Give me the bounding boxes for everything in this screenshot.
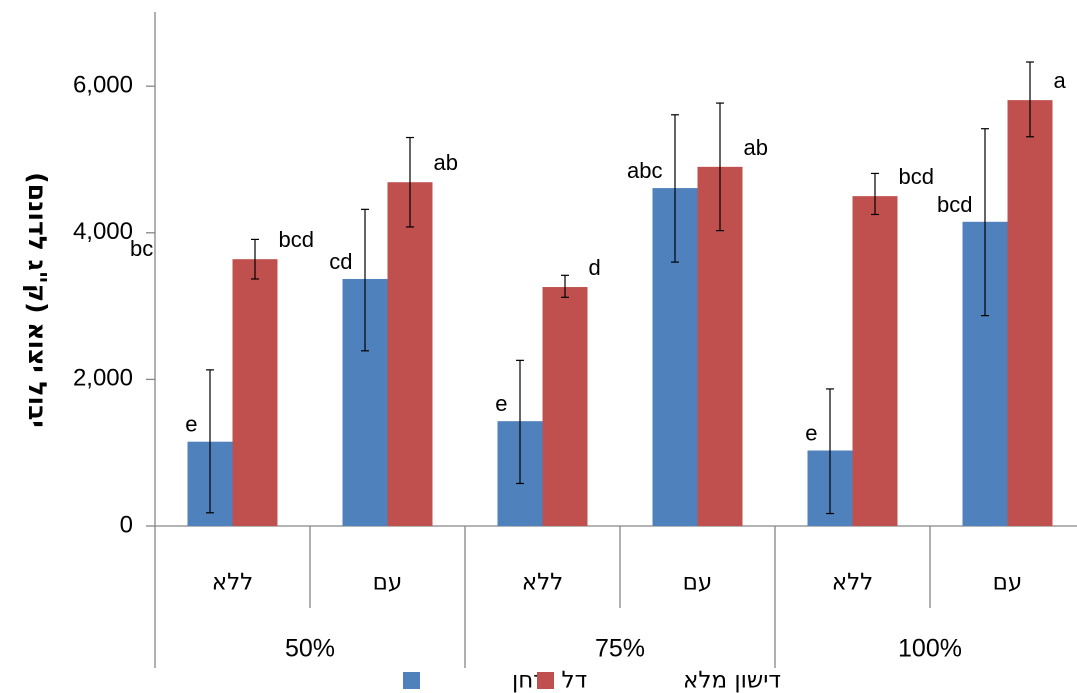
x-category-label: עם [683,570,713,596]
x-category-label: ללא [522,570,564,596]
bar [232,259,278,526]
legend: דל זרחן דישון מלא [403,668,781,693]
y-axis-label: יבול יצוא (ק"ג לדונם) [23,172,52,427]
x-category-label: עם [373,570,403,596]
x-category-label: עם [993,570,1023,596]
significance-label: cd [329,249,352,274]
significance-label: ab [744,135,768,160]
x-group-label: 100% [898,635,962,663]
legend-swatch [403,672,420,689]
significance-label: bcd [279,227,314,252]
x-group-label: 75% [595,635,645,663]
x-category-label: ללא [832,570,874,596]
y-tick-label: 4,000 [73,218,133,245]
bar [1007,100,1053,526]
significance-label: abc [627,158,662,183]
significance-label: d [589,255,601,280]
legend-swatch [537,672,554,689]
bar [542,287,588,526]
significance-label-extra: bc [130,236,153,261]
y-axis-title: יבול יצוא (ק"ג לדונם) [23,172,52,427]
legend-label: דישון מלא [683,668,781,693]
axes: 0 2,000 4,000 6,000 [73,12,1077,668]
significance-label: e [185,412,197,437]
significance-label: bcd [899,164,934,189]
significance-label: ab [434,150,458,175]
x-group-label: 50% [285,635,335,663]
significance-label: e [805,421,817,446]
bar [852,196,898,526]
significance-label: e [495,391,507,416]
significance-label: bcd [937,192,972,217]
y-tick-label: 6,000 [73,72,133,99]
bar [387,182,433,526]
y-tick-label: 0 [120,511,133,538]
x-category-labels: ללא עם ללא עם ללא עם 50% 75% 100% [212,570,1023,663]
significance-label: a [1054,68,1067,93]
y-tick-label: 2,000 [73,365,133,392]
x-category-label: ללא [212,570,254,596]
error-bars [206,61,1034,515]
